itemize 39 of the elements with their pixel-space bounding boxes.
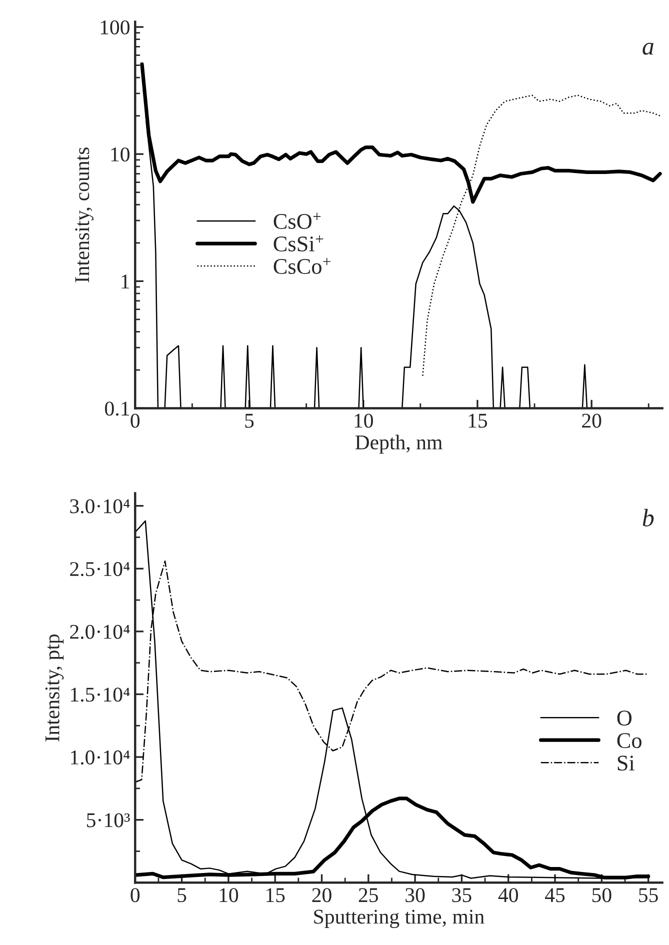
y-tick-label: 1 xyxy=(122,274,130,288)
y-tick-label: 1.0·10⁴ xyxy=(71,750,130,765)
legend-label: CsSi$^{+}$ xyxy=(274,235,324,252)
legend-label: CsO$^{+}$ xyxy=(274,212,321,229)
y-tick-label: 5·10³ xyxy=(87,813,130,828)
annotation: a xyxy=(642,42,654,55)
y-axis-title: Intensity, counts xyxy=(75,148,94,282)
y-axis-title: Intensity, ptp xyxy=(45,634,64,742)
x-axis-title: Depth, nm xyxy=(355,434,442,454)
y-tick-label: 3.0·10⁴ xyxy=(70,499,130,514)
x-tick-label: 25 xyxy=(358,888,378,902)
x-tick-label: 10 xyxy=(354,414,373,428)
x-tick-label: 55 xyxy=(639,888,658,902)
y-tick-label: 10 xyxy=(111,147,130,162)
legend-label: Co xyxy=(617,733,642,748)
y-tick-label: 2.0·10⁴ xyxy=(70,624,130,639)
x-tick-label: 10 xyxy=(220,888,238,902)
legend-label: Si xyxy=(618,756,634,771)
x-tick-label: 50 xyxy=(592,888,612,902)
x-tick-label: 45 xyxy=(545,888,565,902)
x-tick-label: 15 xyxy=(468,414,488,428)
x-tick-label: 35 xyxy=(452,888,472,902)
annotation: b xyxy=(642,508,654,526)
x-tick-label: 20 xyxy=(312,888,332,902)
y-tick-label: 100 xyxy=(100,20,130,34)
x-tick-label: 5 xyxy=(245,414,254,428)
x-tick-label: 30 xyxy=(406,888,425,902)
x-tick-label: 0 xyxy=(130,414,140,428)
x-tick-label: 5 xyxy=(178,888,186,902)
y-tick-label: 2.5·10⁴ xyxy=(70,562,130,576)
x-tick-label: 15 xyxy=(266,888,285,902)
legend-label: O xyxy=(617,710,632,726)
x-axis-title: Sputtering time, min xyxy=(314,910,484,928)
x-tick-label: 20 xyxy=(582,414,602,428)
legend-label: CsCo$^{+}$ xyxy=(274,258,330,274)
y-tick-label: 1.5·10⁴ xyxy=(71,688,130,702)
x-tick-label: 40 xyxy=(498,888,518,902)
y-tick-label: 0.1 xyxy=(105,402,130,416)
x-tick-label: 0 xyxy=(130,888,140,902)
